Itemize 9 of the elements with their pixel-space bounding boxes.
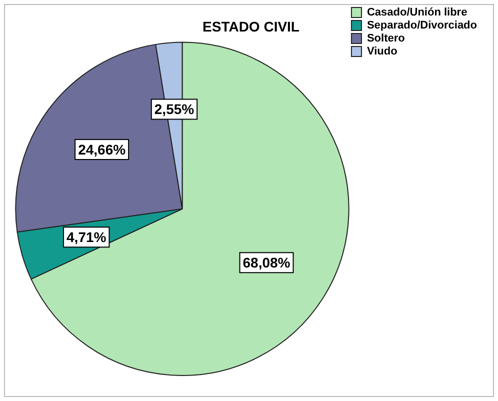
data-label: 2,55%	[154, 101, 195, 118]
text: ESTADO CIVIL	[202, 18, 300, 34]
legend-label: Separado/Divorciado	[366, 20, 478, 32]
data-label: 4,71%	[66, 229, 107, 246]
data-label: 24,66%	[78, 141, 126, 158]
legend-label: Viudo	[366, 46, 398, 58]
data-label: 68,08%	[242, 254, 291, 271]
legend-label: Soltero	[366, 32, 406, 45]
legend-label: Casado/Unión libre	[366, 6, 468, 19]
